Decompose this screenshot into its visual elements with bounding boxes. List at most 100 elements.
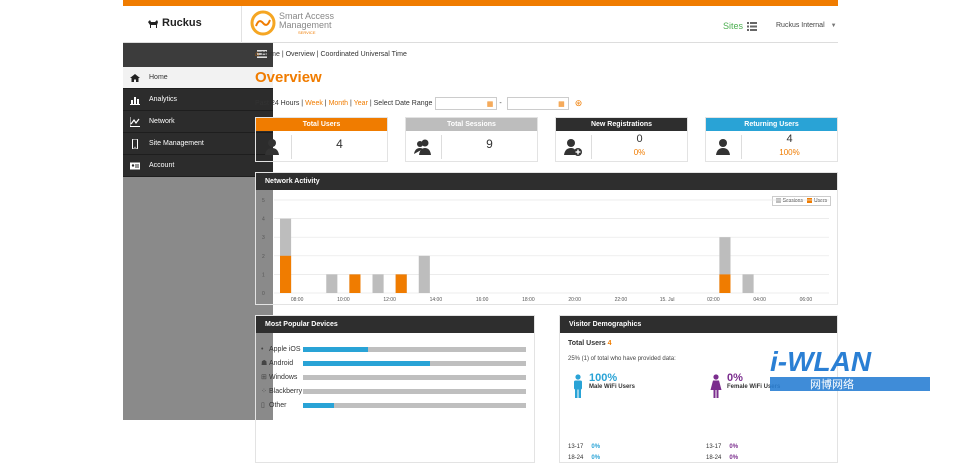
- panel-title: Network Activity: [256, 173, 837, 190]
- device-label: Android: [269, 360, 293, 367]
- bar-users: [396, 274, 407, 293]
- device-bar-fill: [303, 347, 368, 352]
- male-percent: 100%: [589, 372, 635, 384]
- stat-value: 9: [442, 137, 537, 151]
- sidebar-item-account[interactable]: Account: [123, 155, 273, 177]
- line-chart-icon: [130, 117, 140, 127]
- android-icon: ☗: [261, 359, 269, 367]
- sidebar-item-analytics[interactable]: Analytics: [123, 89, 273, 111]
- x-tick-label: 10:00: [337, 297, 350, 303]
- device-bar: [303, 403, 526, 408]
- range-year[interactable]: Year: [354, 100, 368, 107]
- go-arrow-icon[interactable]: ⊛: [575, 98, 583, 109]
- sidebar-item-home[interactable]: Home: [123, 67, 273, 89]
- stat-card-returning-users: Returning Users 4 100%: [705, 117, 838, 162]
- age-percent: 0%: [729, 455, 738, 461]
- ruckus-dog-icon: [147, 18, 159, 29]
- ruckus-logo[interactable]: Ruckus: [147, 17, 202, 29]
- x-tick-label: 12:00: [383, 297, 396, 303]
- range-week[interactable]: Week: [305, 100, 323, 107]
- range-dash: -: [499, 100, 501, 107]
- male-age-row: 18-24 0%: [568, 455, 600, 461]
- calendar-icon[interactable]: ▦: [558, 100, 565, 108]
- ruckus-logo-text: Ruckus: [162, 17, 202, 29]
- sidebar-top: [123, 43, 273, 67]
- female-age-row: 13-17 0%: [706, 444, 738, 450]
- panel-title: Most Popular Devices: [256, 316, 534, 333]
- list-icon: [747, 22, 757, 31]
- stat-card-new-registrations: New Registrations 0 0%: [555, 117, 688, 162]
- device-row: ⁘ Blackberry: [261, 386, 302, 396]
- x-tick-label: 14:00: [430, 297, 443, 303]
- breadcrumb-home[interactable]: Home: [261, 51, 280, 58]
- device-row: ⊞ Windows: [261, 372, 297, 382]
- home-outline-icon: ⌂: [255, 51, 259, 58]
- stat-value: 0: [592, 133, 687, 145]
- breadcrumb: ⌂ Home | Overview | Coordinated Universa…: [255, 51, 407, 58]
- app-frame: Ruckus Smart Access Management SERVICE S…: [123, 0, 838, 420]
- sidebar-item-label: Site Management: [149, 140, 204, 147]
- breadcrumb-overview[interactable]: Overview: [286, 51, 315, 58]
- age-percent: 0%: [729, 444, 738, 450]
- bar-sessions: [326, 274, 337, 293]
- sidebar-item-network[interactable]: Network: [123, 111, 273, 133]
- device-bar: [303, 375, 526, 380]
- user-menu[interactable]: Ruckus Internal ▼: [776, 22, 837, 29]
- male-figure-icon: [572, 374, 584, 398]
- iwlan-watermark: i-WLAN 网博网络: [770, 345, 930, 405]
- x-tick-label: 22:00: [615, 297, 628, 303]
- sidebar-item-label: Network: [149, 118, 175, 125]
- device-label: Blackberry: [269, 388, 302, 395]
- stat-header: Total Sessions: [406, 118, 537, 131]
- sites-label: Sites: [723, 21, 743, 31]
- device-bar: [303, 389, 526, 394]
- sam-line3: SERVICE: [298, 30, 334, 35]
- female-age-row: 18-24 0%: [706, 455, 738, 461]
- y-tick-label: 4: [262, 217, 265, 223]
- y-tick-label: 3: [262, 235, 265, 241]
- windows-icon: ⊞: [261, 373, 269, 381]
- stat-card-total-users: Total Users 4: [255, 117, 388, 162]
- sidebar-item-site-management[interactable]: Site Management: [123, 133, 273, 155]
- age-range: 18-24: [568, 455, 583, 461]
- sidebar-item-label: Account: [149, 162, 174, 169]
- x-tick-label: 20:00: [568, 297, 581, 303]
- device-label: Windows: [269, 374, 297, 381]
- bar-sessions: [743, 274, 754, 293]
- device-label: Other: [269, 402, 287, 409]
- start-date-input[interactable]: ▦: [435, 97, 497, 110]
- range-month[interactable]: Month: [329, 100, 348, 107]
- stat-value: 4: [292, 137, 387, 151]
- x-tick-label: 16:00: [476, 297, 489, 303]
- sites-link[interactable]: Sites: [723, 21, 757, 31]
- sidebar-item-label: Analytics: [149, 96, 177, 103]
- page-title: Overview: [255, 69, 322, 86]
- stat-header: Total Users: [256, 118, 387, 131]
- y-tick-label: 2: [262, 254, 265, 260]
- device-bar-fill: [303, 403, 334, 408]
- range-custom-label: Select Date Range: [374, 100, 433, 107]
- age-range: 13-17: [706, 444, 721, 450]
- mobile-icon: [130, 139, 140, 149]
- breadcrumb-timezone: Coordinated Universal Time: [321, 51, 407, 58]
- panel-title: Visitor Demographics: [560, 316, 837, 333]
- device-bar: [303, 347, 526, 352]
- total-users-value: 4: [608, 340, 612, 347]
- stat-percent: 0%: [592, 148, 687, 157]
- device-label: Apple iOS: [269, 346, 301, 353]
- device-row: ▯ Other: [261, 400, 287, 410]
- calendar-icon[interactable]: ▦: [487, 100, 494, 108]
- date-range-selector: Past 24 Hours | Week | Month | Year | Se…: [255, 97, 582, 110]
- watermark-line2: 网博网络: [810, 377, 854, 391]
- bar-users: [280, 256, 291, 293]
- user-icon: [264, 138, 282, 156]
- male-label: Male WiFi Users: [589, 384, 635, 390]
- sam-logo[interactable]: Smart Access Management SERVICE: [250, 10, 334, 36]
- range-past-24h[interactable]: Past 24 Hours: [255, 100, 299, 107]
- end-date-input[interactable]: ▦: [507, 97, 569, 110]
- demographics-note: 25% (1) of total who have provided data:: [568, 356, 676, 362]
- bar-users: [719, 274, 730, 293]
- user-icon: [714, 138, 732, 156]
- y-tick-label: 1: [262, 272, 265, 278]
- device-bar-fill: [303, 361, 430, 366]
